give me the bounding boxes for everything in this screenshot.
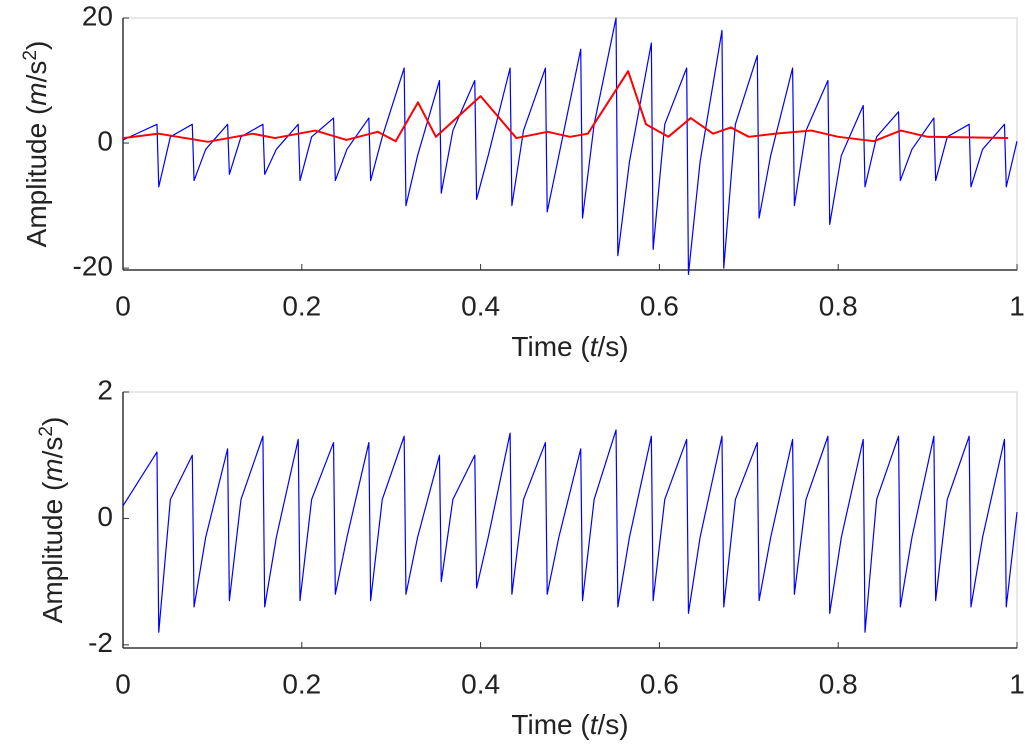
x-tick-label: 0.6: [640, 668, 679, 699]
x-tick-label: 1: [1009, 290, 1025, 321]
y-label-part: ): [37, 417, 68, 426]
x-label-part: t: [590, 331, 599, 362]
y-label-part: Amplitude (: [21, 105, 52, 247]
x-label-part: Time (: [511, 709, 590, 740]
y-tick-label: -2: [88, 627, 113, 658]
plot-area: [122, 391, 1018, 649]
x-axis-label: Time (t/s): [511, 331, 628, 362]
x-label-part: Time (: [511, 331, 590, 362]
x-tick-label: 0.4: [461, 668, 500, 699]
x-label-part: t: [590, 709, 599, 740]
series-line: [122, 70, 1009, 143]
x-label-part: /s): [597, 331, 628, 362]
x-tick-label: 0: [115, 668, 131, 699]
y-axis-label: Amplitude (m/s2): [36, 417, 69, 624]
y-label-part: m: [37, 458, 68, 481]
y-tick-label: 0: [97, 125, 113, 156]
y-axis-label: Amplitude (m/s2): [20, 41, 53, 248]
x-tick-label: 0: [115, 290, 131, 321]
x-tick-label: 0.2: [282, 668, 321, 699]
x-axis-label: Time (t/s): [511, 709, 628, 740]
series-line: [122, 429, 1018, 633]
y-label-part: /s: [37, 437, 68, 459]
x-tick-label: 0.8: [819, 668, 858, 699]
x-tick-label: 0.8: [819, 290, 858, 321]
y-label-part: 2: [36, 426, 57, 437]
x-tick-label: 1: [1009, 668, 1025, 699]
plot-area: [122, 17, 1018, 271]
x-label-part: /s): [597, 709, 628, 740]
y-label-part: m: [21, 82, 52, 105]
y-tick-label: 0: [97, 501, 113, 532]
y-tick-label: 20: [82, 0, 113, 31]
y-label-part: 2: [20, 50, 41, 61]
y-label-part: /s: [21, 61, 52, 83]
y-tick-label: 2: [97, 374, 113, 405]
y-label-part: ): [21, 41, 52, 50]
y-tick-label: -20: [73, 251, 113, 282]
series-line: [122, 17, 1018, 275]
x-tick-label: 0.2: [282, 290, 321, 321]
x-tick-label: 0.6: [640, 290, 679, 321]
x-tick-label: 0.4: [461, 290, 500, 321]
y-label-part: Amplitude (: [37, 481, 68, 623]
